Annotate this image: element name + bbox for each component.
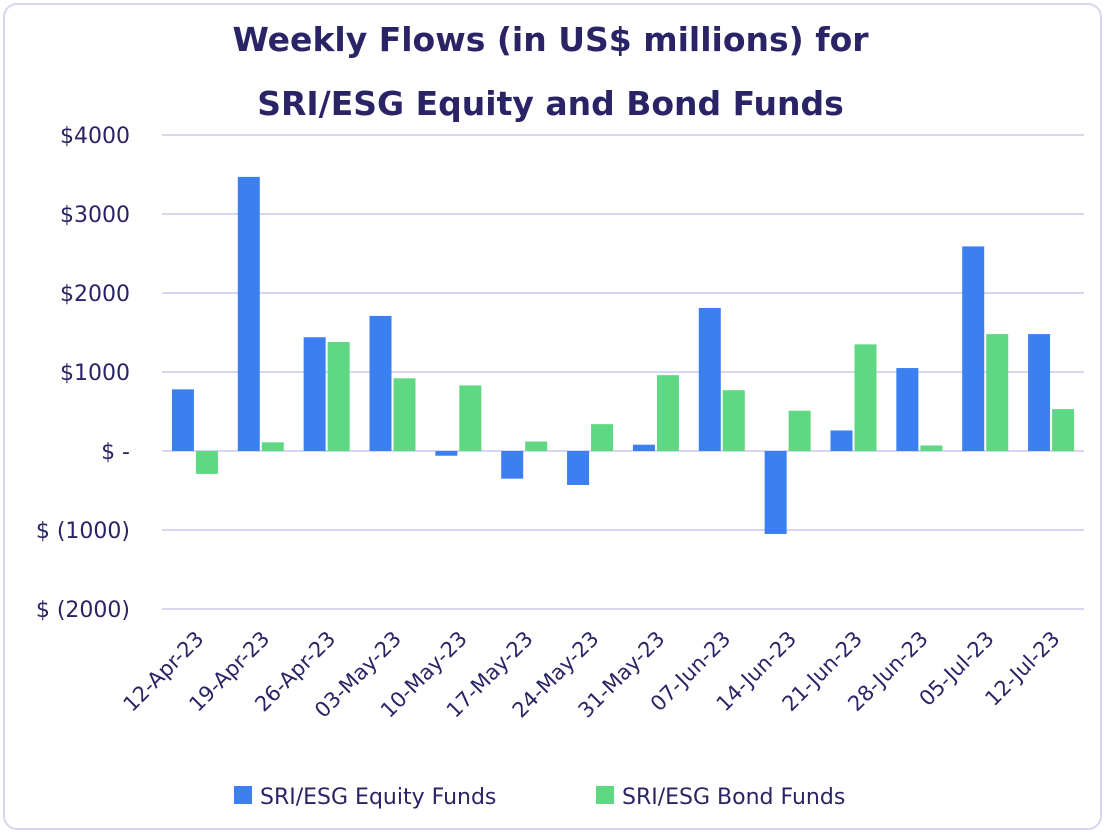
- bond-bar-17-May-23: [525, 441, 548, 451]
- equity-bar-10-May-23: [435, 451, 458, 456]
- equity-bar-24-May-23: [567, 451, 590, 485]
- bond-bar-10-May-23: [459, 385, 482, 451]
- x-axis-ticks: 12-Apr-2319-Apr-2326-Apr-2303-May-2310-M…: [119, 627, 1065, 723]
- bond-bar-19-Apr-23: [261, 442, 284, 451]
- equity-bar-12-Jul-23: [1028, 334, 1051, 451]
- legend-swatch-bond: [596, 786, 614, 804]
- bond-bar-12-Jul-23: [1052, 409, 1075, 451]
- equity-bar-05-Jul-23: [962, 246, 985, 451]
- bond-bar-26-Apr-23: [327, 341, 350, 451]
- y-axis-ticks: $4000 $3000 $2000 $1000 $ - $ (1000) $ (2000): [36, 124, 130, 623]
- y-tick-label: $2000: [60, 282, 130, 307]
- legend-swatch-equity: [234, 786, 252, 804]
- equity-bar-07-Jun-23: [698, 308, 721, 451]
- bond-bar-28-Jun-23: [920, 445, 943, 451]
- equity-bar-19-Apr-23: [237, 176, 260, 451]
- legend-label-bond: SRI/ESG Bond Funds: [622, 785, 845, 810]
- y-tick-label: $3000: [60, 203, 130, 228]
- legend: SRI/ESG Equity Funds SRI/ESG Bond Funds: [234, 785, 845, 810]
- bond-bar-24-May-23: [591, 424, 614, 451]
- bond-bar-31-May-23: [656, 375, 679, 451]
- equity-bar-31-May-23: [632, 444, 655, 451]
- y-tick-label: $ (1000): [36, 519, 130, 544]
- bond-bar-05-Jul-23: [986, 334, 1009, 451]
- equity-bar-21-Jun-23: [830, 430, 853, 451]
- bond-bar-21-Jun-23: [854, 344, 877, 451]
- bond-bar-14-Jun-23: [788, 410, 811, 451]
- equity-bar-14-Jun-23: [764, 451, 787, 534]
- equity-bar-17-May-23: [501, 451, 524, 479]
- y-tick-label: $4000: [60, 124, 130, 149]
- y-tick-label: $ -: [101, 440, 130, 465]
- legend-label-equity: SRI/ESG Equity Funds: [260, 785, 496, 810]
- equity-bar-26-Apr-23: [303, 337, 326, 451]
- bars: [171, 176, 1075, 534]
- chart-title-line-2: SRI/ESG Equity and Bond Funds: [257, 84, 844, 123]
- y-tick-label: $1000: [60, 361, 130, 386]
- gridlines: [162, 134, 1084, 610]
- chart-title-line-1: Weekly Flows (in US$ millions) for: [232, 20, 869, 59]
- bond-bar-07-Jun-23: [722, 390, 745, 451]
- equity-bar-12-Apr-23: [171, 389, 194, 451]
- equity-bar-03-May-23: [369, 315, 392, 451]
- bond-bar-12-Apr-23: [195, 451, 218, 474]
- bond-bar-03-May-23: [393, 378, 416, 451]
- y-tick-label: $ (2000): [36, 598, 130, 623]
- equity-bar-28-Jun-23: [896, 368, 919, 451]
